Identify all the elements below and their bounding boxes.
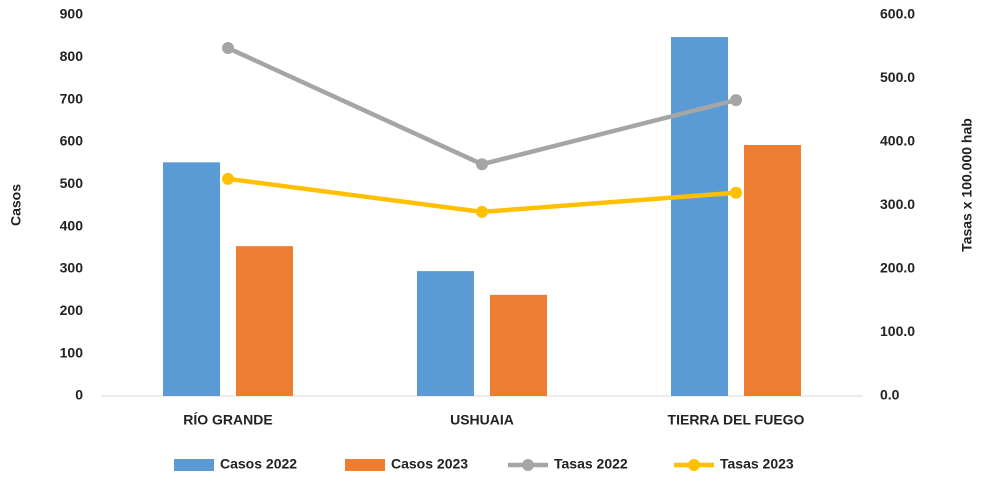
bar	[236, 246, 293, 396]
legend-swatch	[174, 459, 214, 471]
y-axis-title: Casos	[8, 184, 24, 226]
line-point	[730, 186, 742, 199]
y2-tick-label: 100.0	[880, 323, 915, 339]
y-tick-label: 700	[60, 90, 84, 106]
line	[227, 45, 737, 167]
y-tick-label: 100	[60, 344, 84, 360]
y2-tick-label: 600.0	[880, 6, 915, 22]
bar	[671, 37, 728, 396]
line-point	[730, 94, 742, 107]
y2-tick-label: 300.0	[880, 196, 915, 212]
legend-swatch	[345, 459, 385, 471]
line-point	[222, 42, 234, 55]
y2-tick-label: 200.0	[880, 260, 915, 276]
y2-tick-label: 400.0	[880, 133, 915, 149]
legend-label: Casos 2023	[391, 456, 468, 472]
legend-label: Casos 2022	[220, 456, 297, 472]
line-point	[222, 172, 234, 185]
y-tick-label: 300	[60, 260, 84, 276]
y2-tick-label: 0.0	[880, 387, 900, 403]
y-tick-label: 400	[60, 217, 84, 233]
y-tick-label: 200	[60, 302, 84, 318]
x-tick-label: TIERRA DEL FUEGO	[668, 412, 805, 428]
y2-axis-title: Tasas x 100.000 hab	[959, 118, 975, 252]
bar	[163, 162, 220, 396]
y-tick-label: 600	[60, 133, 84, 149]
bar	[744, 144, 801, 396]
legend-label: Tasas 2023	[720, 456, 794, 472]
line-point	[476, 158, 488, 171]
bar	[490, 294, 547, 396]
line-point	[476, 205, 488, 218]
bar	[417, 271, 474, 396]
legend-swatch	[522, 459, 534, 471]
legend-label: Tasas 2022	[554, 456, 628, 472]
x-tick-label: RÍO GRANDE	[183, 412, 272, 428]
y2-tick-label: 500.0	[880, 69, 915, 85]
y-tick-label: 500	[60, 175, 84, 191]
y-tick-label: 800	[60, 48, 84, 64]
y-tick-label: 0	[75, 387, 83, 403]
y-tick-label: 900	[60, 6, 84, 22]
legend-swatch	[688, 459, 700, 471]
x-tick-label: USHUAIA	[450, 412, 514, 428]
